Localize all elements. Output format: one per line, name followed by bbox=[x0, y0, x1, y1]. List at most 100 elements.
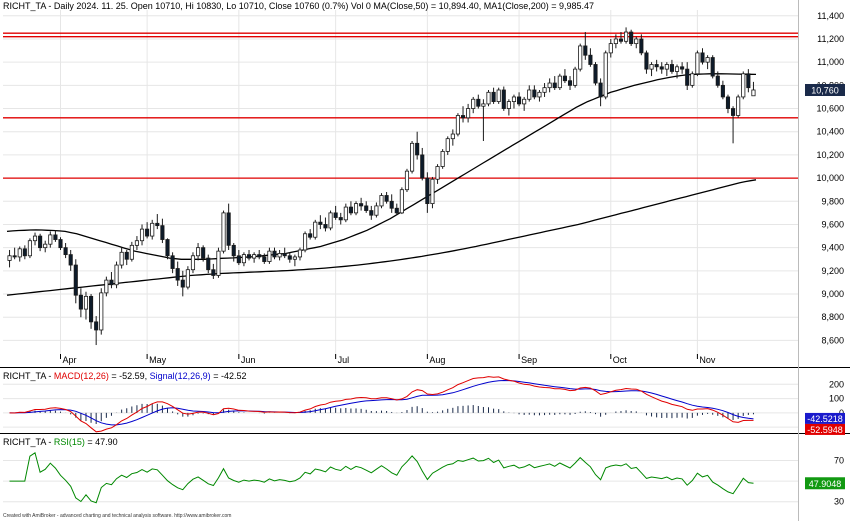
price-y-tick: 10,000 bbox=[816, 173, 844, 183]
month-label: Oct bbox=[613, 355, 628, 365]
candle-body bbox=[48, 234, 53, 245]
candle-body bbox=[338, 217, 343, 221]
candle-body bbox=[221, 212, 226, 252]
candle-body bbox=[608, 43, 613, 54]
candle-body bbox=[185, 269, 190, 288]
candle-body bbox=[389, 200, 394, 209]
candle-body bbox=[578, 45, 583, 70]
candle-body bbox=[751, 89, 756, 97]
candle-body bbox=[573, 68, 578, 86]
candle-body bbox=[685, 68, 690, 86]
candle-body bbox=[450, 133, 455, 140]
candle-body bbox=[618, 38, 624, 42]
candle-body bbox=[211, 269, 216, 276]
candle-body bbox=[634, 38, 639, 45]
candle-body bbox=[547, 82, 552, 89]
candle-body bbox=[435, 166, 440, 180]
candle-body bbox=[471, 98, 476, 109]
candle-body bbox=[308, 233, 313, 238]
macd-value: = -52.59, bbox=[108, 371, 150, 381]
candle-body bbox=[277, 253, 282, 258]
month-label: Sep bbox=[521, 355, 537, 365]
macd-title: RICHT_TA - MACD(12,26) = -52.59, Signal(… bbox=[3, 371, 246, 381]
candle-body bbox=[27, 240, 32, 257]
candle-body bbox=[379, 195, 384, 207]
signal-badge bbox=[805, 412, 845, 424]
candle-body bbox=[241, 254, 246, 264]
candle-body bbox=[17, 248, 22, 258]
candle-body bbox=[593, 64, 598, 84]
signal-badge-text: -42.5218 bbox=[807, 414, 843, 424]
signal-line bbox=[9, 379, 754, 426]
candle-body bbox=[567, 80, 573, 86]
candle-body bbox=[394, 207, 399, 214]
candle-body bbox=[359, 203, 364, 207]
candle-body bbox=[680, 66, 685, 70]
candle-body bbox=[496, 89, 501, 102]
candle-body bbox=[175, 268, 180, 281]
candle-body bbox=[236, 255, 241, 264]
candle-body bbox=[460, 115, 466, 119]
candle-body bbox=[12, 255, 17, 258]
candle-body bbox=[537, 91, 542, 98]
candle-body bbox=[430, 178, 435, 205]
macd-y-tick: 100 bbox=[829, 394, 844, 404]
candle-body bbox=[160, 225, 165, 240]
month-label: Aug bbox=[429, 355, 445, 365]
candle-body bbox=[598, 82, 603, 98]
candle-body bbox=[282, 253, 287, 257]
signal-label: Signal(12,26,9) bbox=[149, 371, 211, 381]
rsi-value: = 47.90 bbox=[84, 437, 118, 447]
candle-body bbox=[736, 96, 741, 116]
ma50-line bbox=[6, 73, 757, 260]
candle-body bbox=[155, 222, 160, 227]
last-price-badge bbox=[805, 83, 845, 96]
candle-body bbox=[466, 108, 471, 119]
footer-credit: Created with AmiBroker - advanced charti… bbox=[3, 513, 232, 519]
candle-body bbox=[32, 235, 38, 242]
candle-body bbox=[68, 254, 73, 266]
candle-body bbox=[119, 251, 124, 266]
candle-body bbox=[700, 52, 705, 63]
candle-body bbox=[511, 96, 517, 102]
last-price-badge-text: 10,760 bbox=[811, 85, 839, 95]
candle-body bbox=[527, 89, 532, 100]
candle-body bbox=[415, 142, 420, 156]
macd-label: MACD(12,26) bbox=[53, 371, 109, 381]
candle-body bbox=[476, 98, 481, 107]
signal-value: = -42.52 bbox=[210, 371, 247, 381]
price-y-tick: 11,000 bbox=[817, 57, 844, 67]
candle-body bbox=[583, 45, 588, 56]
rsi-label: RSI(15) bbox=[53, 437, 85, 447]
candle-body bbox=[231, 244, 236, 257]
candle-body bbox=[440, 151, 445, 167]
price-y-tick: 10,400 bbox=[816, 127, 844, 137]
candle-body bbox=[139, 228, 145, 242]
candle-body bbox=[343, 206, 348, 221]
candle-body bbox=[272, 250, 277, 258]
candle-body bbox=[287, 255, 292, 260]
candle-body bbox=[654, 64, 659, 68]
price-y-tick: 10,200 bbox=[816, 150, 844, 160]
candle-body bbox=[7, 255, 12, 261]
candle-body bbox=[552, 82, 557, 89]
price-y-tick: 11,200 bbox=[817, 34, 844, 44]
candle-body bbox=[58, 239, 63, 249]
candle-body bbox=[649, 64, 654, 70]
month-label: May bbox=[149, 355, 167, 365]
month-label: Jul bbox=[338, 355, 350, 365]
candle-body bbox=[445, 138, 450, 152]
candle-body bbox=[313, 221, 318, 238]
candle-body bbox=[353, 203, 359, 214]
candle-body bbox=[43, 243, 48, 249]
macd-line bbox=[9, 376, 754, 433]
candle-body bbox=[364, 205, 369, 211]
candle-body bbox=[190, 255, 196, 271]
candle-body bbox=[603, 52, 608, 98]
macd-title-prefix: RICHT_TA - bbox=[3, 371, 54, 381]
candle-body bbox=[425, 177, 430, 205]
rsi-line bbox=[9, 451, 754, 504]
candle-body bbox=[715, 75, 720, 86]
candle-body bbox=[297, 249, 303, 258]
macd-badge bbox=[805, 423, 845, 435]
